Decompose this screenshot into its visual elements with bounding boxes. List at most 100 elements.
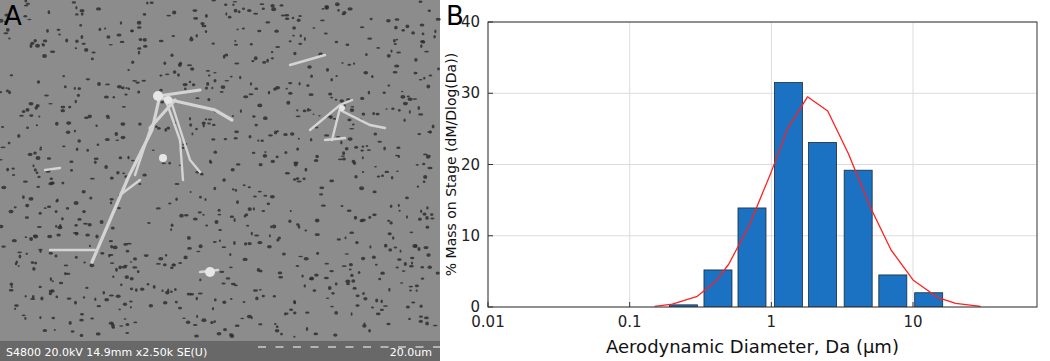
sem-pore [208, 74, 211, 76]
sem-pore [362, 146, 365, 148]
scale-bar-segment [433, 347, 441, 348]
sem-pore [299, 82, 301, 85]
sem-pore [33, 164, 35, 167]
sem-pore [1, 126, 4, 128]
sem-pore [309, 93, 314, 96]
sem-pore [207, 123, 211, 125]
sem-pore [61, 106, 66, 109]
sem-pore [49, 252, 54, 255]
sem-pore [259, 163, 263, 166]
sem-pore [340, 141, 342, 145]
sem-pore [283, 133, 288, 136]
sem-pore [131, 29, 134, 32]
sem-particle [339, 105, 345, 111]
sem-pore [149, 304, 153, 307]
sem-pore [105, 138, 110, 141]
sem-pore [85, 287, 88, 289]
sem-pore [96, 332, 101, 335]
sem-pore [333, 333, 337, 336]
sem-pore [48, 10, 51, 14]
sem-pore [265, 21, 270, 23]
sem-pore [362, 292, 365, 295]
sem-pore [228, 16, 232, 19]
panel-label: A [4, 1, 22, 31]
sem-pore [296, 109, 298, 111]
sem-pore [178, 262, 182, 264]
sem-pore [361, 218, 366, 221]
sem-pore [34, 168, 37, 171]
sem-pore [396, 267, 399, 269]
sem-pore [205, 14, 208, 18]
sem-pore [222, 301, 226, 304]
sem-pore [420, 40, 424, 43]
sem-pore [273, 295, 276, 298]
sem-pore [284, 151, 287, 154]
sem-pore [422, 212, 426, 215]
sem-pore [113, 246, 118, 250]
sem-pore [326, 298, 330, 300]
sem-pore [75, 13, 78, 15]
sem-pore [80, 9, 85, 13]
sem-pore [147, 222, 151, 224]
sem-pore [86, 149, 89, 152]
sem-pore [120, 122, 125, 126]
sem-pore [42, 54, 47, 58]
sem-pore [213, 241, 217, 243]
sem-pore [426, 85, 430, 89]
sem-pore [392, 236, 394, 239]
sem-pore [419, 320, 423, 323]
tick-label: 10 [903, 313, 922, 331]
sem-pore [391, 176, 394, 180]
sem-pore [213, 72, 216, 74]
sem-pore [25, 295, 27, 297]
sem-pore [398, 204, 400, 207]
sem-pore [275, 329, 280, 332]
sem-pore [47, 157, 51, 159]
sem-pore [199, 196, 202, 199]
sem-pore [138, 183, 141, 185]
sem-pore [388, 288, 390, 292]
sem-pore [326, 68, 329, 72]
sem-pore [187, 293, 192, 296]
sem-pore [153, 285, 156, 289]
sem-pore [221, 283, 225, 285]
sem-pore [335, 41, 338, 43]
sem-pore [184, 214, 189, 217]
sem-pore [175, 183, 180, 185]
sem-pore [345, 237, 347, 240]
sem-pore [250, 43, 253, 45]
sem-pore [8, 38, 11, 40]
sem-pore [402, 29, 405, 32]
sem-pore [433, 325, 438, 327]
sem-pore [0, 147, 5, 149]
sem-pore [263, 195, 267, 197]
sem-pore [80, 334, 84, 337]
sem-pore [28, 153, 33, 156]
sem-fiber [170, 98, 200, 172]
sem-pore [306, 327, 308, 331]
sem-pore [51, 182, 54, 185]
sem-pore [307, 65, 312, 69]
sem-pore [75, 40, 78, 43]
sem-pore [99, 28, 102, 31]
scale-bar-segment [363, 347, 371, 348]
sem-pore [110, 177, 114, 180]
sem-pore [212, 307, 214, 310]
sem-pore [422, 163, 425, 166]
scale-bar-label: 20.0um [390, 346, 432, 359]
sem-pore [285, 18, 289, 20]
sem-pore [111, 227, 115, 230]
sem-pore [396, 146, 400, 149]
sem-pore [354, 175, 357, 178]
sem-pore [425, 322, 429, 326]
sem-pore [274, 30, 278, 33]
sem-pore [328, 93, 332, 96]
sem-pore [239, 76, 241, 80]
sem-pore [289, 308, 293, 311]
scale-bar-segment [276, 347, 284, 348]
sem-pore [427, 131, 432, 133]
scale-bar-segment [293, 347, 301, 348]
sem-pore [262, 295, 265, 298]
sem-pore [150, 1, 154, 4]
sem-pore [426, 253, 430, 257]
